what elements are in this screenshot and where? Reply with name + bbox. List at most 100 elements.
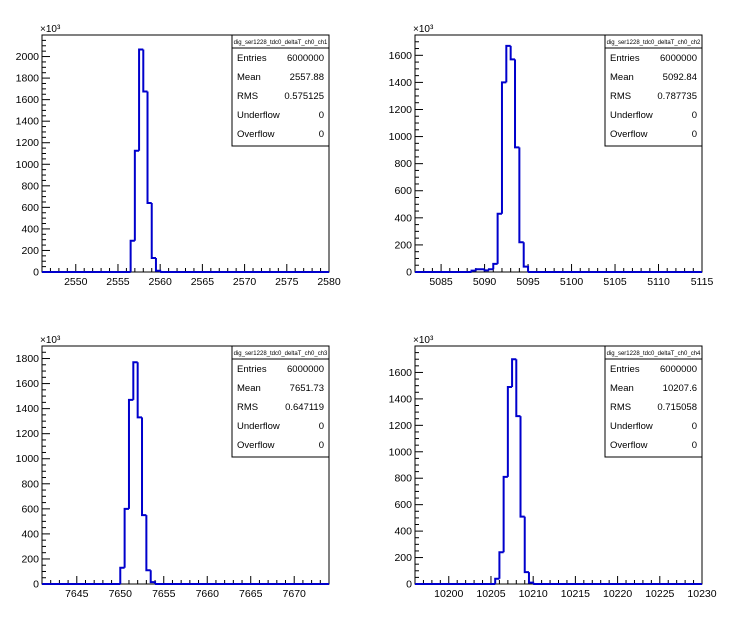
x-tick-label: 5100 xyxy=(560,276,584,288)
histogram-bin xyxy=(487,268,494,271)
y-tick-label: 800 xyxy=(394,473,412,485)
stat-label: Mean xyxy=(610,72,634,83)
histogram-title: dig_ser1228_tdc0_deltaT_ch0_ch1 xyxy=(234,40,328,46)
histogram-bin xyxy=(123,507,129,568)
y-tick-label: 0 xyxy=(33,579,39,591)
x-tick-label: 5110 xyxy=(647,276,670,288)
y-tick-label: 1400 xyxy=(16,403,40,415)
stat-value: 0 xyxy=(692,421,697,432)
stat-value: 5092.84 xyxy=(663,72,697,83)
x-tick-label: 2555 xyxy=(106,276,130,288)
stat-label: Overflow xyxy=(237,129,275,140)
x-tick-label: 5105 xyxy=(603,276,627,288)
y-tick-label: 1000 xyxy=(16,159,40,171)
stat-value: 2557.88 xyxy=(290,72,324,83)
stat-label: Entries xyxy=(237,53,267,64)
histogram-bin xyxy=(518,147,524,244)
histogram-bin xyxy=(506,385,513,477)
x-tick-label: 5085 xyxy=(429,276,453,288)
histogram-bin xyxy=(154,257,162,272)
x-tick-label: 2580 xyxy=(317,276,341,288)
stat-label: Mean xyxy=(237,72,261,83)
y-tick-label: 1600 xyxy=(16,94,40,106)
histogram-bin xyxy=(145,515,151,572)
histogram-bin xyxy=(505,44,511,83)
histogram-bin xyxy=(127,398,134,509)
y-tick-label: 1400 xyxy=(16,116,40,128)
y-multiplier-label: ×10³ xyxy=(40,335,61,346)
x-tick-label: 7660 xyxy=(196,588,220,600)
y-tick-label: 1800 xyxy=(16,353,40,365)
histogram-bin xyxy=(483,269,489,272)
y-multiplier-label: ×10³ xyxy=(413,335,434,346)
histogram-bin xyxy=(494,577,500,584)
y-tick-label: 1200 xyxy=(389,104,413,116)
histogram-bin xyxy=(474,268,485,271)
histogram-bin xyxy=(502,475,508,553)
stat-value: 0 xyxy=(319,440,324,451)
stats-box: dig_ser1228_tdc0_deltaT_ch0_ch2 Entries 60… xyxy=(604,34,703,147)
stat-value: 10207.6 xyxy=(663,383,697,394)
histogram-title: dig_ser1228_tdc0_deltaT_ch0_ch4 xyxy=(607,351,701,357)
y-tick-label: 1000 xyxy=(389,131,413,143)
stats-box: dig_ser1228_tdc0_deltaT_ch0_ch4 Entries 60… xyxy=(604,345,703,458)
stats-box-frame xyxy=(604,345,703,458)
y-tick-label: 1200 xyxy=(389,420,413,432)
x-tick-label: 2550 xyxy=(64,276,88,288)
y-tick-label: 1000 xyxy=(389,446,413,458)
y-tick-label: 0 xyxy=(33,267,39,279)
stat-label: Mean xyxy=(237,383,261,394)
stat-label: RMS xyxy=(237,91,258,102)
histogram-bin xyxy=(142,49,148,93)
stat-label: Mean xyxy=(610,383,634,394)
histogram-bin xyxy=(133,149,140,241)
y-tick-label: 200 xyxy=(394,552,412,564)
x-tick-label: 2560 xyxy=(148,276,172,288)
histogram-bin xyxy=(129,239,135,272)
histogram-bin xyxy=(515,359,521,418)
stat-label: Overflow xyxy=(237,440,275,451)
x-tick-label: 10220 xyxy=(603,588,632,600)
stat-value: 6000000 xyxy=(287,364,324,375)
histogram-bin xyxy=(527,572,535,584)
stat-value: 0 xyxy=(692,440,697,451)
y-tick-label: 0 xyxy=(406,267,412,279)
y-tick-label: 400 xyxy=(394,212,412,224)
y-tick-label: 800 xyxy=(21,478,39,490)
y-tick-label: 1600 xyxy=(389,50,413,62)
stat-value: 6000000 xyxy=(660,364,697,375)
y-tick-label: 400 xyxy=(21,528,39,540)
histogram-bin xyxy=(519,416,525,518)
stat-value: 0 xyxy=(319,129,324,140)
histogram-bin xyxy=(514,59,520,149)
y-tick-label: 0 xyxy=(406,579,412,591)
stat-label: Overflow xyxy=(610,129,648,140)
histogram-panel: 0 200 400 600 800 1000 1200 1400 1600 10200 10205 1… xyxy=(389,335,717,600)
histogram-panel: 0 200 400 600 800 1000 1200 1400 1600 1800 2000 255… xyxy=(16,24,341,288)
histogram-bin xyxy=(523,516,529,574)
stats-box-frame xyxy=(231,34,330,147)
histogram-bin xyxy=(511,358,517,387)
x-tick-label: 5095 xyxy=(516,276,540,288)
stat-value: 0.715058 xyxy=(657,402,697,413)
y-tick-label: 600 xyxy=(21,202,39,214)
histogram-bin xyxy=(136,362,143,419)
y-tick-label: 200 xyxy=(394,239,412,251)
stat-value: 7651.73 xyxy=(290,383,324,394)
histogram-bin xyxy=(492,262,498,270)
x-tick-label: 7655 xyxy=(152,588,176,600)
x-tick-label: 2565 xyxy=(191,276,215,288)
y-tick-label: 2000 xyxy=(16,51,40,63)
y-tick-label: 800 xyxy=(21,180,39,192)
histogram-bin xyxy=(119,566,125,584)
stats-box: dig_ser1228_tdc0_deltaT_ch0_ch1 Entries 60… xyxy=(231,34,330,147)
x-tick-label: 2575 xyxy=(275,276,299,288)
x-tick-label: 10230 xyxy=(687,588,716,600)
y-tick-label: 600 xyxy=(21,503,39,515)
histogram-title: dig_ser1228_tdc0_deltaT_ch0_ch2 xyxy=(607,40,701,46)
stat-value: 0 xyxy=(692,110,697,121)
stat-label: RMS xyxy=(237,402,258,413)
histogram-title: dig_ser1228_tdc0_deltaT_ch0_ch3 xyxy=(234,351,328,357)
y-tick-label: 600 xyxy=(394,499,412,511)
